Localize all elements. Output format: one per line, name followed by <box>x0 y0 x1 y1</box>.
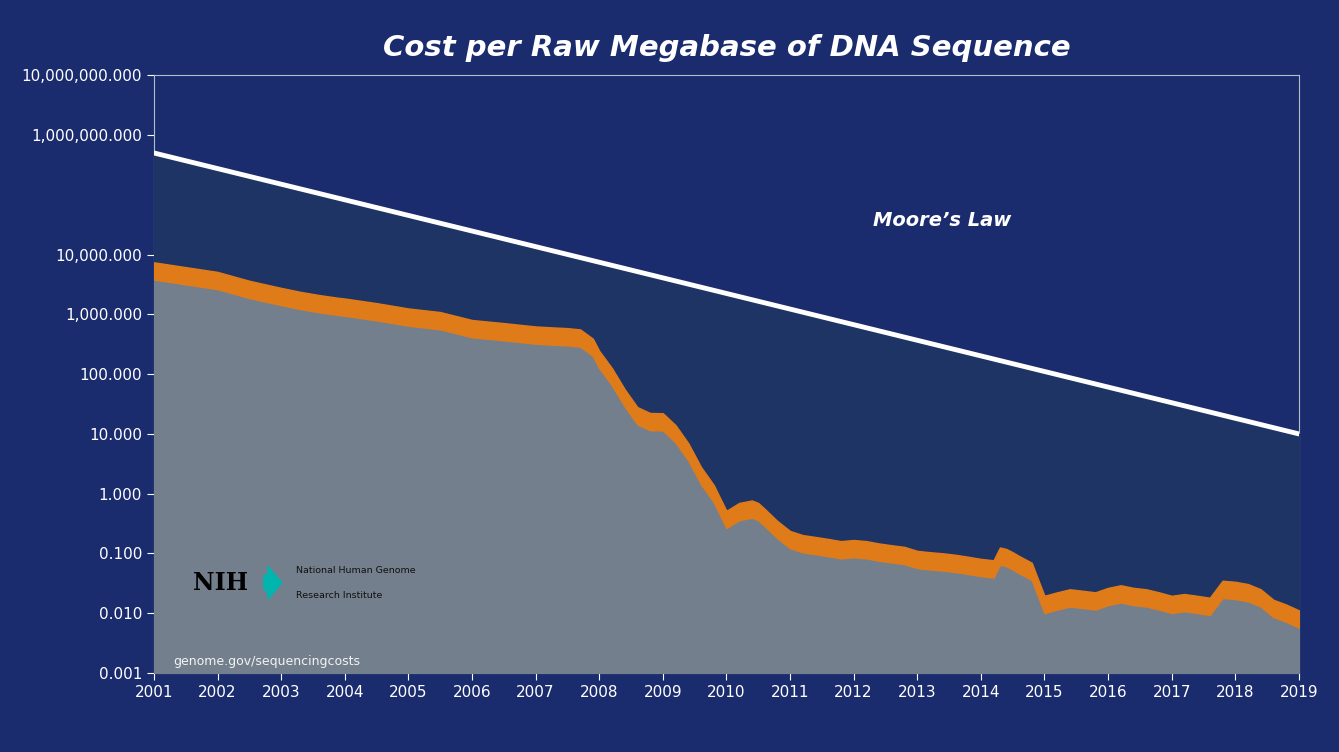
Text: Moore’s Law: Moore’s Law <box>873 211 1011 230</box>
FancyArrow shape <box>264 566 281 599</box>
Text: genome.gov/sequencingcosts: genome.gov/sequencingcosts <box>173 655 360 669</box>
Title: Cost per Raw Megabase of DNA Sequence: Cost per Raw Megabase of DNA Sequence <box>383 34 1070 62</box>
Text: National Human Genome: National Human Genome <box>296 566 415 575</box>
Text: Research Institute: Research Institute <box>296 591 382 600</box>
Text: NIH: NIH <box>193 571 248 595</box>
